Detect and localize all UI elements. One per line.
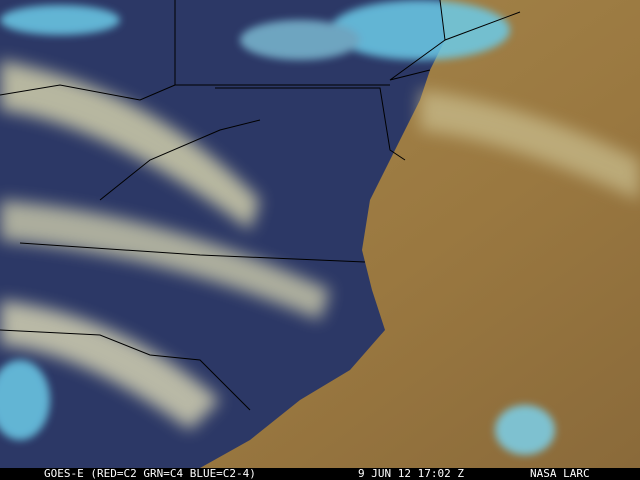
state-borders [0, 0, 521, 411]
satellite-scene [0, 0, 640, 468]
caption-bar: GOES-E (RED=C2 GRN=C4 BLUE=C2-4) 9 JUN 1… [0, 468, 640, 480]
source-label: NASA LARC [530, 467, 590, 480]
satellite-label: GOES-E (RED=C2 GRN=C4 BLUE=C2-4) [44, 467, 256, 480]
ice-clouds [0, 0, 555, 455]
timestamp: 9 JUN 12 17:02 Z [358, 467, 464, 480]
cloud-bands [0, 60, 640, 430]
